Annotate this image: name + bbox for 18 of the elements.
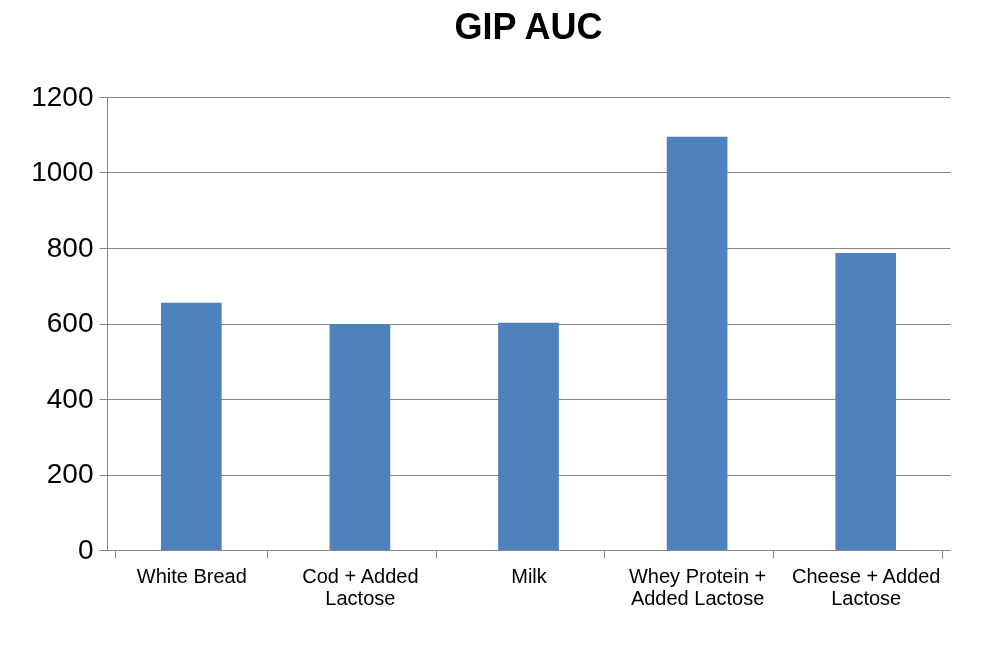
y-tick-label: 400 (46, 382, 94, 414)
x-tick-label: Milk (511, 564, 548, 587)
bar (498, 322, 559, 550)
x-tick-label: Cod + Added Lactose (302, 564, 419, 609)
y-tick-label: 600 (46, 307, 94, 338)
chart-title: GIP AUC (454, 6, 603, 47)
y-tick-label: 1000 (31, 156, 94, 187)
y-tick-label: 200 (46, 458, 94, 489)
y-tick-label: 1200 (31, 80, 94, 112)
bar (666, 136, 728, 550)
y-tick-label: 0 (77, 533, 94, 565)
bar (835, 252, 897, 550)
bar (329, 324, 391, 550)
bar (160, 302, 222, 550)
y-tick-label: 800 (46, 231, 94, 263)
x-tick-label: Cheese + Added Lactose (791, 564, 941, 609)
x-tick-label: White Bread (136, 564, 247, 587)
x-tick-label: Whey Protein + Added Lactose (628, 564, 767, 609)
